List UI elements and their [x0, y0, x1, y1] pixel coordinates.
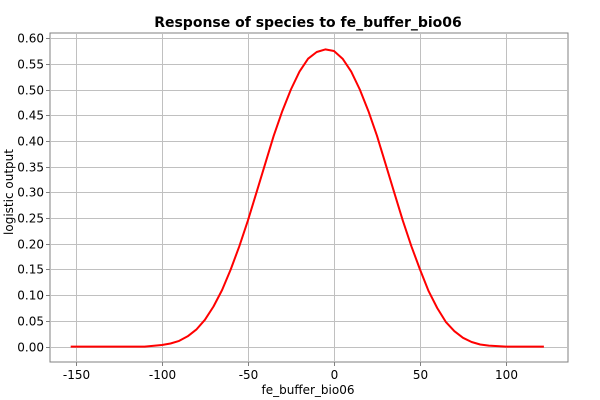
y-axis-label: logistic output — [2, 149, 16, 235]
x-axis-label: fe_buffer_bio06 — [262, 383, 355, 397]
y-axis-ticks: 0.00 0.05 0.10 0.15 0.20 0.25 0.30 0.35 0.40 0.45… — [17, 32, 50, 355]
y-tick-label: 0.15 — [17, 263, 44, 277]
plot-area — [49, 32, 569, 363]
x-tick-label: 50 — [413, 368, 428, 382]
y-tick-label: 0.60 — [17, 32, 44, 46]
y-tick-label: 0.35 — [17, 161, 44, 175]
y-tick-label: 0.00 — [17, 341, 44, 355]
y-tick-label: 0.10 — [17, 289, 44, 303]
y-tick-label: 0.05 — [17, 315, 44, 329]
response-curve-line — [70, 48, 544, 348]
y-tick-label: 0.55 — [17, 58, 44, 72]
y-tick-label: 0.20 — [17, 238, 44, 252]
x-tick-label: 0 — [331, 368, 339, 382]
series-layer — [70, 48, 544, 348]
y-tick-label: 0.30 — [17, 186, 44, 200]
x-axis-ticks: -150 -100 -50 0 50 100 — [63, 362, 518, 382]
chart-title: Response of species to fe_buffer_bio06 — [154, 15, 462, 31]
x-tick-label: -100 — [149, 368, 176, 382]
y-tick-label: 0.40 — [17, 135, 44, 149]
grid — [50, 33, 568, 362]
y-tick-label: 0.25 — [17, 212, 44, 226]
y-tick-label: 0.45 — [17, 109, 44, 123]
x-tick-label: -150 — [63, 368, 90, 382]
x-tick-label: -50 — [239, 368, 259, 382]
x-tick-label: 100 — [495, 368, 518, 382]
y-tick-label: 0.50 — [17, 84, 44, 98]
